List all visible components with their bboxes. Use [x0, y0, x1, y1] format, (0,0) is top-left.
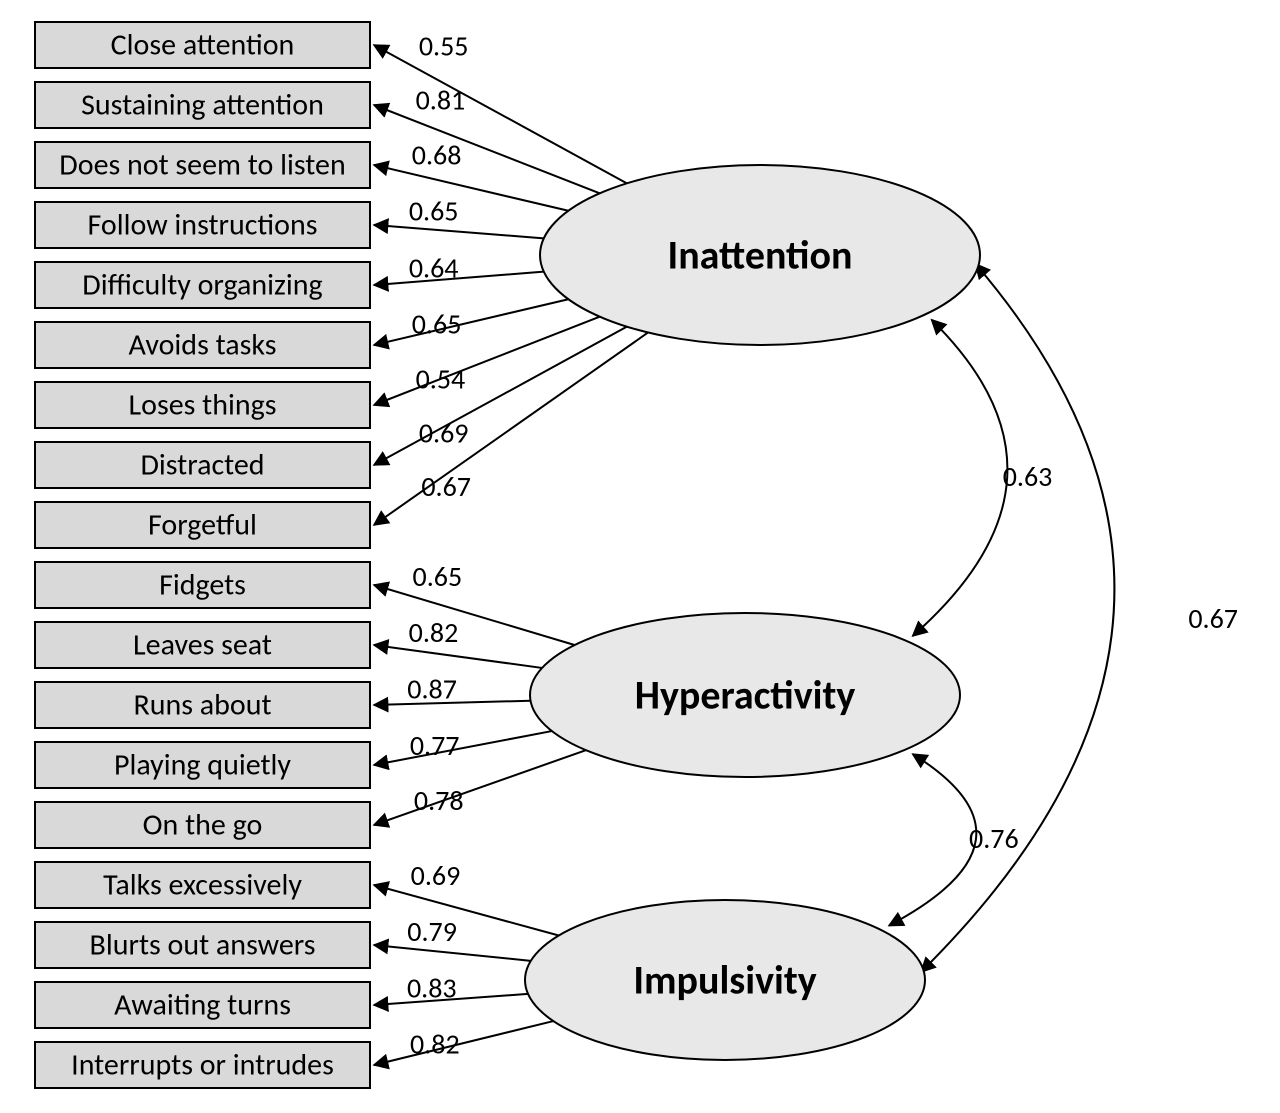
- loading-label: 0.69: [419, 415, 469, 450]
- loading-label: 0.82: [410, 1027, 460, 1062]
- indicator-label: Talks excessively: [103, 867, 302, 904]
- factor-label: Hyperactivity: [635, 671, 856, 720]
- indicator-label: Distracted: [140, 447, 264, 484]
- loading-label: 0.69: [411, 858, 461, 893]
- loading-label: 0.55: [419, 29, 469, 64]
- indicator-label: Blurts out answers: [90, 927, 316, 964]
- indicator-label: Loses things: [129, 387, 277, 424]
- indicator-label: Forgetful: [148, 507, 257, 544]
- loading-label: 0.54: [416, 361, 466, 396]
- loading-label: 0.83: [407, 971, 457, 1006]
- loading-label: 0.79: [407, 914, 457, 949]
- loading-label: 0.67: [421, 469, 471, 504]
- correlation-label: 0.67: [1188, 601, 1238, 636]
- loading-label: 0.64: [409, 250, 459, 285]
- indicator-label: On the go: [143, 807, 263, 844]
- loading-label: 0.81: [416, 83, 466, 118]
- loading-label: 0.65: [413, 559, 463, 594]
- loading-label: 0.68: [412, 137, 462, 172]
- loading-label: 0.87: [407, 671, 457, 706]
- indicator-label: Awaiting turns: [114, 987, 291, 1024]
- indicator-label: Leaves seat: [133, 627, 272, 664]
- loading-label: 0.65: [409, 194, 459, 229]
- correlation-label: 0.63: [1003, 459, 1053, 494]
- sem-diagram: 0.55 0.81 0.68 0.65 0.64 0.65 0.54 0.69 0.67 0.65…: [0, 0, 1280, 1113]
- factor-label: Inattention: [668, 231, 853, 280]
- loading-label: 0.77: [410, 728, 460, 763]
- indicator-label: Follow instructions: [88, 207, 318, 244]
- indicator-label: Close attention: [111, 27, 295, 64]
- indicator-label: Playing quietly: [114, 747, 291, 784]
- indicator-label: Does not seem to listen: [59, 147, 345, 184]
- indicator-label: Difficulty organizing: [82, 267, 322, 304]
- factor-label: Impulsivity: [633, 956, 816, 1005]
- indicator-label: Avoids tasks: [129, 327, 277, 364]
- correlation-label: 0.76: [969, 821, 1019, 856]
- indicator-label: Fidgets: [159, 567, 246, 604]
- indicator-label: Runs about: [133, 687, 271, 724]
- loading-label: 0.65: [412, 307, 462, 342]
- indicator-label: Sustaining attention: [81, 87, 324, 124]
- loading-label: 0.78: [414, 783, 464, 818]
- loading-label: 0.82: [409, 615, 459, 650]
- indicator-label: Interrupts or intrudes: [71, 1047, 334, 1084]
